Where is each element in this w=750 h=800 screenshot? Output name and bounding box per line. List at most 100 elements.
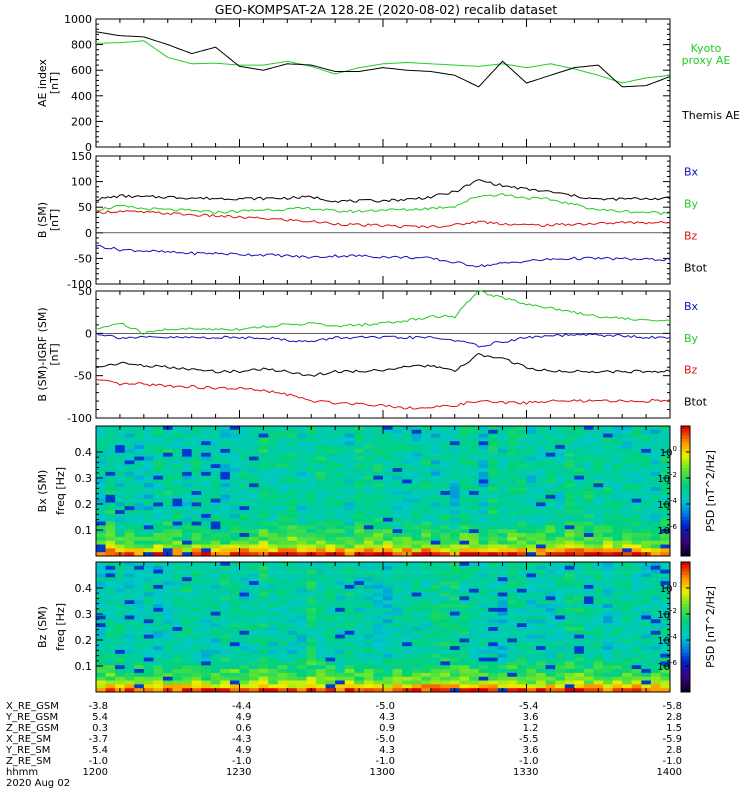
spectrogram-cell — [536, 649, 547, 655]
spectrogram-cell — [143, 604, 154, 609]
spectrogram-cell — [421, 565, 432, 571]
spectrogram-cell — [296, 433, 307, 438]
spectrogram-cell — [583, 649, 594, 655]
spectrogram-cell — [229, 661, 240, 666]
spectrogram-cell — [115, 479, 126, 484]
spectrogram-cell — [344, 600, 355, 605]
spectrogram-cell — [564, 649, 575, 655]
spectrogram-cell — [574, 483, 585, 488]
spectrogram-cell — [545, 487, 556, 492]
spectrogram-cell — [182, 562, 193, 567]
spectrogram-cell — [143, 498, 154, 503]
spectrogram-cell — [143, 661, 154, 666]
spectrogram-cell — [354, 672, 365, 678]
spectrogram-cell — [162, 517, 173, 522]
spectrogram-cell — [603, 533, 613, 538]
spectrogram-cell — [344, 525, 355, 530]
spectrogram-cell — [182, 604, 193, 609]
spectrogram-cell — [344, 487, 355, 492]
spectrogram-cell — [526, 506, 537, 511]
spectrogram-cell — [249, 445, 260, 450]
spectrogram-cell — [229, 460, 240, 465]
spectrogram-cell — [631, 540, 642, 545]
spectrogram-cell — [622, 540, 633, 545]
spectrogram-cell — [421, 441, 432, 446]
spectrogram-cell — [210, 565, 221, 571]
spectrogram-cell — [134, 464, 145, 469]
spectrogram-cell — [583, 611, 594, 616]
spectrogram-cell — [172, 483, 183, 488]
spectrogram-cell — [631, 688, 642, 693]
spectrogram-cell — [402, 573, 413, 578]
legend-btot: Btot — [684, 261, 708, 274]
colorbar-tick-label: 10-6 — [657, 659, 677, 673]
spectrogram-cell — [497, 646, 508, 651]
spectrogram-cell — [383, 627, 393, 632]
spectrogram-cell — [201, 552, 212, 557]
spectrogram-cell — [612, 684, 623, 689]
spectrogram-cell — [383, 611, 393, 616]
spectrogram-cell — [191, 604, 202, 609]
footer-row-label: X_RE_GSM — [6, 701, 59, 712]
spectrogram-cell — [449, 615, 460, 620]
spectrogram-cell — [229, 642, 240, 647]
spectrogram-cell — [124, 584, 135, 590]
spectrogram-cell — [191, 596, 202, 601]
spectrogram-cell — [555, 684, 566, 689]
spectrogram-cell — [593, 623, 604, 628]
spectrogram-cell — [421, 475, 432, 480]
spectrogram-cell — [411, 627, 422, 632]
spectrogram-cell — [239, 607, 250, 613]
spectrogram-cell — [564, 646, 575, 651]
spectrogram-cell — [325, 426, 336, 431]
spectrogram-cell — [143, 433, 154, 438]
spectrogram-cell — [488, 688, 499, 693]
spectrogram-cell — [497, 494, 508, 500]
spectrogram-cell — [631, 562, 642, 567]
spectrogram-cell — [430, 653, 441, 658]
spectrogram-cell — [411, 533, 422, 538]
spectrogram-cell — [650, 464, 661, 469]
spectrogram-cell — [134, 471, 145, 477]
spectrogram-cell — [574, 494, 585, 500]
spectrogram-cell — [430, 494, 441, 500]
spectrogram-cell — [622, 684, 633, 689]
spectrogram-cell — [201, 565, 212, 571]
spectrogram-cell — [268, 525, 279, 530]
footer-cell: -5.8 — [662, 701, 682, 712]
spectrogram-cell — [555, 445, 566, 450]
spectrogram-cell — [421, 445, 432, 450]
spectrogram-cell — [392, 661, 403, 666]
spectrogram-cell — [402, 604, 413, 609]
spectrogram-cell — [201, 634, 212, 639]
spectrogram-cell — [564, 533, 575, 538]
spectrogram-cell — [363, 544, 374, 549]
spectrogram-cell — [593, 569, 604, 574]
spectrogram-cell — [516, 529, 527, 534]
spectrogram-cell — [593, 521, 604, 526]
spectrogram-cell — [641, 517, 652, 522]
spectrogram-cell — [268, 517, 279, 522]
spectrogram-cell — [564, 513, 575, 519]
spectrogram-cell — [622, 562, 633, 567]
spectrogram-cell — [239, 661, 250, 666]
spectrogram-cell — [469, 433, 480, 438]
spectrogram-cell — [96, 529, 106, 534]
spectrogram-cell — [545, 657, 556, 662]
spectrogram-cell — [631, 502, 642, 507]
spectrogram-cell — [402, 471, 413, 477]
spectrogram-cell — [583, 552, 594, 557]
spectrogram-cell — [622, 653, 633, 658]
spectrogram-cell — [249, 653, 260, 658]
spectrogram-cell — [354, 676, 365, 681]
spectrogram-cell — [392, 646, 403, 651]
spectrogram-cell — [440, 627, 451, 632]
spectrogram-cell — [354, 441, 365, 446]
spectrogram-cell — [124, 525, 135, 530]
spectrogram-cell — [306, 521, 317, 526]
spectrogram-cell — [335, 661, 346, 666]
spectrogram-cell — [258, 548, 269, 553]
spectrogram-cell — [526, 661, 537, 666]
spectrogram-cell — [363, 592, 374, 597]
spectrogram-cell — [603, 460, 613, 465]
